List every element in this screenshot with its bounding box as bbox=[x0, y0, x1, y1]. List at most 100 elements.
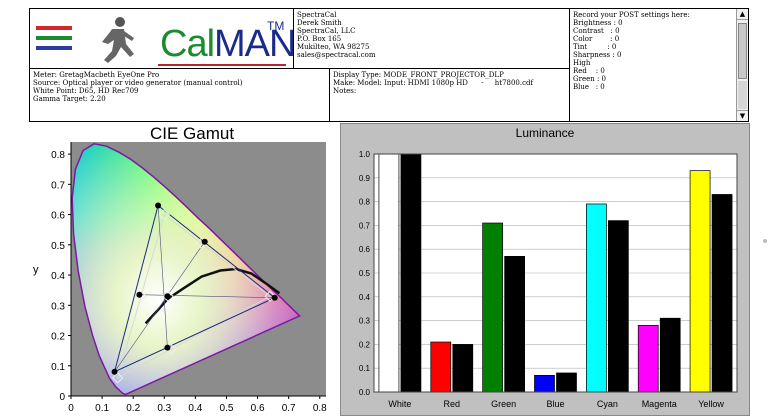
y-tick-label: 0 bbox=[59, 392, 65, 403]
y-tick-label: 0.2 bbox=[359, 340, 371, 349]
meter-line: White Point: D65, HD Rec709 bbox=[33, 87, 139, 95]
planckian-locus bbox=[144, 267, 281, 325]
x-tick-label: 0.2 bbox=[126, 403, 140, 414]
measured-point bbox=[111, 368, 118, 375]
bar-measured bbox=[482, 222, 503, 393]
scroll-dot bbox=[763, 239, 767, 243]
post-line: Tint : 0 bbox=[573, 43, 617, 51]
luminance-plot: 0.0 0.1 0.2 0.3 0.4 0.5 0.6 0.7 0.8 0.9 1.0 White Re… bbox=[359, 150, 738, 409]
bar-reference bbox=[556, 372, 577, 393]
post-line: Brightness : 0 bbox=[573, 19, 623, 27]
y-tick-label: 0.3 bbox=[51, 301, 65, 312]
post-line: Red : 0 bbox=[573, 67, 605, 75]
post-scrollbar[interactable]: ▲ ▼ bbox=[736, 9, 748, 121]
x-tick-label: Magenta bbox=[642, 399, 677, 409]
y-tick-label: 0.6 bbox=[359, 245, 371, 254]
bar-reference bbox=[608, 220, 629, 393]
display-line: Display Type: MODE_FRONT_PROJECTOR_DLP bbox=[333, 71, 504, 79]
measured-point bbox=[201, 238, 208, 245]
bar-measured bbox=[586, 203, 607, 393]
y-tick-label: 0.7 bbox=[51, 180, 65, 191]
measured-point bbox=[164, 293, 171, 300]
logo-man-text: MAN bbox=[214, 23, 294, 65]
x-tick-label: 0.3 bbox=[157, 403, 171, 414]
meter-info: Meter: GretagMacbeth EyeOne Pro Source: … bbox=[29, 68, 330, 122]
y-tick-label: 0.1 bbox=[359, 364, 371, 373]
logo-wordmark: CalMAN bbox=[160, 23, 294, 66]
measured-point bbox=[271, 294, 278, 301]
company-line: Derek Smith bbox=[297, 19, 342, 27]
post-line: Green : 0 bbox=[573, 75, 606, 83]
company-line: sales@spectracal.com bbox=[297, 51, 376, 59]
x-tick-label: Blue bbox=[546, 399, 564, 409]
bar-measured bbox=[430, 341, 452, 393]
gamut-guide-line bbox=[139, 294, 275, 299]
y-tick-label: 0.0 bbox=[359, 388, 371, 397]
x-tick-label: Green bbox=[491, 399, 516, 409]
logo-trademark: TM bbox=[267, 19, 285, 33]
bar-reference bbox=[711, 194, 733, 393]
company-line: Mukilteo, WA 98275 bbox=[297, 43, 370, 51]
measured-point bbox=[155, 202, 162, 209]
scroll-thumb[interactable] bbox=[738, 23, 747, 79]
x-tick-label: Cyan bbox=[597, 399, 618, 409]
meter-line: Meter: GretagMacbeth EyeOne Pro bbox=[33, 71, 160, 79]
y-tick-label: 0.1 bbox=[51, 362, 65, 373]
plot-border bbox=[373, 153, 738, 393]
post-settings-textarea[interactable]: Record your POST settings here: Brightne… bbox=[569, 8, 749, 122]
y-tick-label: 0.5 bbox=[51, 241, 65, 252]
reference-point bbox=[111, 372, 124, 384]
y-tick-label: 0.2 bbox=[51, 332, 65, 343]
display-line: Make: Model: Input: HDMI 1080p HD - ht78… bbox=[333, 79, 534, 87]
logo-bar-blue bbox=[36, 46, 72, 50]
y-tick-label: 0.4 bbox=[359, 293, 371, 302]
scroll-track[interactable] bbox=[738, 81, 747, 109]
post-line: High bbox=[573, 59, 591, 67]
y-tick-label: 0.4 bbox=[51, 271, 65, 282]
display-info: Display Type: MODE_FRONT_PROJECTOR_DLP M… bbox=[329, 68, 570, 122]
post-header: Record your POST settings here: bbox=[573, 11, 690, 19]
y-tick-label: 0.6 bbox=[51, 211, 65, 222]
x-tick-label: Red bbox=[444, 399, 461, 409]
x-tick-label: White bbox=[388, 399, 411, 409]
running-man-icon bbox=[102, 17, 134, 63]
y-tick-label: 0.8 bbox=[359, 198, 371, 207]
y-tick-label: 1.0 bbox=[359, 150, 371, 159]
luminance-chart: Luminance 0.0 0.1 0.2 0.3 0.4 0.5 0.6 0.7 0.8 0.9… bbox=[340, 123, 750, 416]
post-line: Blue : 0 bbox=[573, 83, 605, 91]
logo-bar-red bbox=[36, 26, 72, 30]
gamut-guide-line bbox=[157, 205, 168, 348]
y-tick-label: 0.8 bbox=[51, 150, 65, 161]
display-line: Notes: bbox=[333, 87, 357, 95]
bar-reference bbox=[400, 153, 422, 393]
x-tick-label: Yellow bbox=[698, 399, 724, 409]
cie-locus-outline bbox=[71, 143, 301, 396]
company-line: SpectraCal bbox=[297, 11, 337, 19]
meter-line: Gamma Target: 2.20 bbox=[33, 95, 106, 103]
y-tick-label: 0.5 bbox=[359, 269, 371, 278]
measured-point bbox=[136, 291, 143, 298]
y-tick-label: 0.3 bbox=[359, 317, 371, 326]
bar-reference bbox=[504, 255, 525, 393]
post-line: Contrast : 0 bbox=[573, 27, 620, 35]
measured-point bbox=[164, 344, 171, 351]
logo-underline bbox=[158, 64, 286, 66]
post-line: Color : 0 bbox=[573, 35, 620, 43]
scroll-up-arrow-icon[interactable]: ▲ bbox=[737, 9, 748, 20]
x-tick-label: 0.4 bbox=[188, 403, 202, 414]
bar-reference bbox=[659, 317, 681, 393]
company-line: SpectraCal, LLC bbox=[297, 27, 356, 35]
gamut-title: CIE Gamut bbox=[150, 124, 235, 143]
x-tick-label: 0.6 bbox=[251, 403, 265, 414]
y-tick-label: 0.9 bbox=[359, 174, 371, 183]
luminance-title: Luminance bbox=[515, 126, 575, 140]
y-tick-label: 0.7 bbox=[359, 221, 371, 230]
gamut-plot-area bbox=[71, 142, 326, 396]
company-info: SpectraCal Derek Smith SpectraCal, LLC P… bbox=[293, 8, 570, 69]
bar-measured bbox=[689, 170, 711, 393]
bar-measured bbox=[534, 374, 555, 393]
scroll-down-arrow-icon[interactable]: ▼ bbox=[737, 110, 748, 121]
post-line: Sharpness : 0 bbox=[573, 51, 622, 59]
x-tick-label: 0.5 bbox=[220, 403, 234, 414]
bar-reference bbox=[452, 344, 474, 393]
